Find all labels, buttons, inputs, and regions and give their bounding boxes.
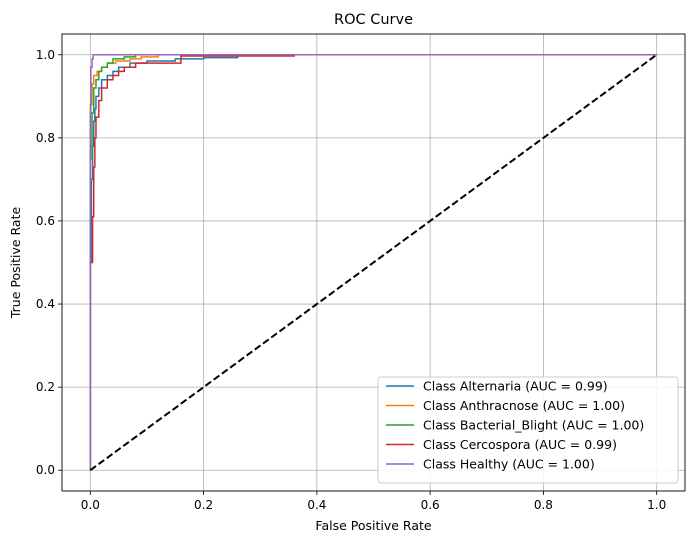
- x-tick-label: 0.6: [421, 498, 440, 512]
- series-line-4: [89, 54, 657, 471]
- x-tick-label: 0.2: [194, 498, 213, 512]
- legend-entry: Class Healthy (AUC = 1.00): [423, 457, 595, 472]
- y-tick-label: 0.2: [36, 380, 55, 394]
- x-tick-label: 0.8: [534, 498, 553, 512]
- x-tick-label: 0.4: [307, 498, 326, 512]
- y-tick-label: 0.0: [36, 463, 55, 477]
- y-tick-label: 1.0: [36, 48, 55, 62]
- legend-frame: [377, 376, 679, 484]
- plot-frame: [61, 33, 686, 492]
- legend-entry: Class Alternaria (AUC = 0.99): [423, 379, 608, 394]
- x-axis-label: False Positive Rate: [315, 518, 431, 533]
- series-line-3: [89, 54, 657, 471]
- series-group: [89, 53, 658, 472]
- y-tick-label: 0.4: [36, 297, 55, 311]
- series-line-2: [89, 54, 657, 471]
- ticks: 0.0 0.2 0.4 0.6 0.8 1.0 0.0 0.2 0.4 0.6 0.8 1.0: [36, 48, 666, 512]
- y-tick-label: 0.8: [36, 131, 55, 145]
- x-tick-label: 0.0: [81, 498, 100, 512]
- y-axis-label: True Positive Rate: [8, 207, 23, 320]
- legend-entry: Class Anthracnose (AUC = 1.00): [423, 398, 625, 413]
- x-tick-label: 1.0: [647, 498, 666, 512]
- legend: Class Alternaria (AUC = 0.99) Class Anthr…: [377, 376, 679, 484]
- legend-entry: Class Cercospora (AUC = 0.99): [423, 437, 617, 452]
- legend-entry: Class Bacterial_Blight (AUC = 1.00): [423, 418, 644, 433]
- reference-diagonal-line: [89, 53, 658, 472]
- plot-area: [89, 53, 658, 472]
- chart-title: ROC Curve: [334, 12, 413, 28]
- y-tick-label: 0.6: [36, 214, 55, 228]
